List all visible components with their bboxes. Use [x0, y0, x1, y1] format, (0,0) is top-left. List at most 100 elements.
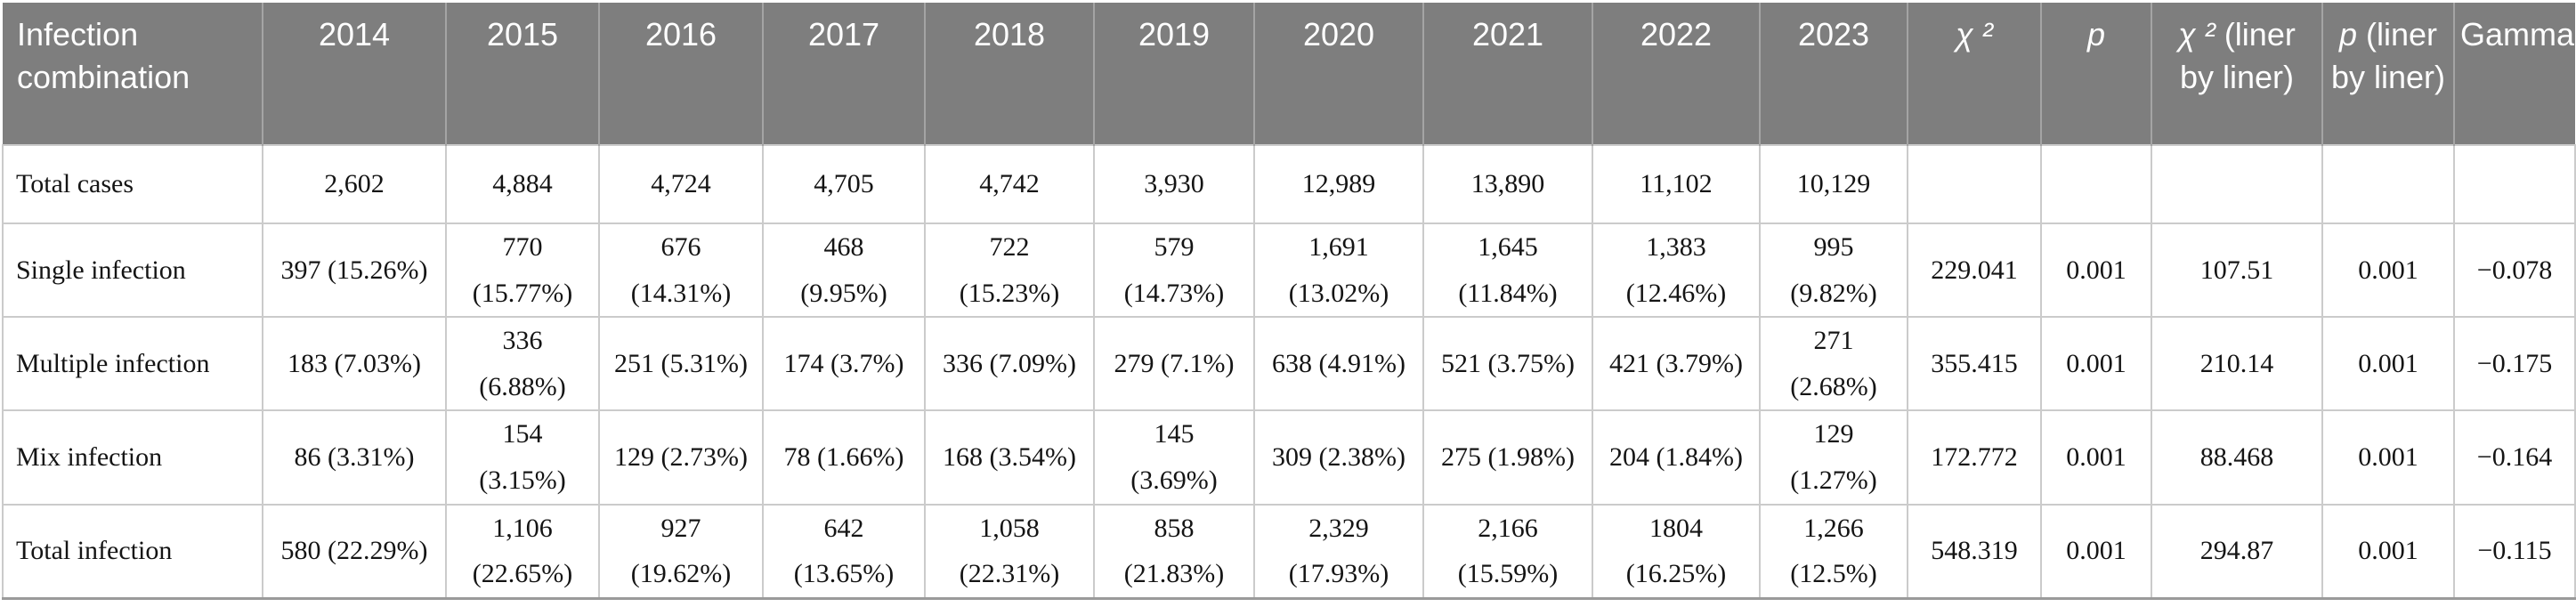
year-cell: 336 (6.88%): [445, 316, 600, 412]
year-cell: 397 (15.26%): [262, 222, 447, 319]
year-cell: 251 (5.31%): [598, 316, 764, 412]
chi-square-cell: [1907, 144, 2042, 224]
year-cell: 521 (3.75%): [1422, 316, 1593, 412]
chi-square-liner-cell: 294.87: [2151, 503, 2323, 600]
year-cell: 580 (22.29%): [262, 503, 447, 600]
year-cell: 12,989: [1253, 144, 1424, 224]
row-label: Total cases: [2, 144, 263, 224]
liner-by-liner-label: (liner by liner): [2330, 16, 2446, 95]
col-header-year: 2014: [262, 3, 446, 145]
p-liner-cell: 0.001: [2321, 222, 2455, 319]
chi-square-cell: 229.041: [1907, 222, 2042, 319]
year-cell: 1,383 (12.46%): [1592, 222, 1761, 319]
chi-square-liner-cell: [2151, 144, 2323, 224]
year-cell: 168 (3.54%): [924, 409, 1095, 506]
year-cell: 183 (7.03%): [262, 316, 447, 412]
year-cell: 154 (3.15%): [445, 409, 600, 506]
col-header-chi-square-liner: χ ² (liner by liner): [2151, 3, 2322, 145]
year-cell: 1,645 (11.84%): [1422, 222, 1593, 319]
chi-square-symbol: χ ²: [2178, 16, 2216, 53]
year-cell: 2,602: [262, 144, 447, 224]
year-cell: 1,691 (13.02%): [1253, 222, 1424, 319]
chi-square-liner-cell: 107.51: [2151, 222, 2323, 319]
chi-square-cell: 355.415: [1907, 316, 2042, 412]
year-cell: 2,166 (15.59%): [1422, 503, 1593, 600]
p-cell: 0.001: [2040, 409, 2152, 506]
table-row-multiple-infection: Multiple infection 183 (7.03%) 336 (6.88…: [2, 316, 2576, 412]
row-label: Multiple infection: [2, 316, 263, 412]
year-cell: 174 (3.7%): [762, 316, 926, 412]
year-cell: 2,329 (17.93%): [1253, 503, 1424, 600]
year-cell: 78 (1.66%): [762, 409, 926, 506]
chi-square-liner-cell: 210.14: [2151, 316, 2323, 412]
year-cell: 1804 (16.25%): [1592, 503, 1761, 600]
gamma-cell: −0.164: [2453, 409, 2576, 506]
year-cell: 10,129: [1759, 144, 1908, 224]
col-header-p-liner: p (liner by liner): [2321, 3, 2454, 145]
row-label: Mix infection: [2, 409, 263, 506]
col-header-year: 2023: [1759, 3, 1908, 145]
year-cell: 275 (1.98%): [1422, 409, 1593, 506]
year-cell: 579 (14.73%): [1093, 222, 1255, 319]
table-row-total-infection: Total infection 580 (22.29%) 1,106 (22.6…: [2, 503, 2576, 600]
infection-combination-table: Infection combination 2014 2015 2016 201…: [2, 3, 2576, 600]
table-body: Total cases 2,602 4,884 4,724 4,705 4,74…: [2, 144, 2576, 600]
gamma-cell: −0.078: [2453, 222, 2576, 319]
year-cell: 204 (1.84%): [1592, 409, 1761, 506]
year-cell: 1,058 (22.31%): [924, 503, 1095, 600]
year-cell: 3,930: [1093, 144, 1255, 224]
year-cell: 421 (3.79%): [1592, 316, 1761, 412]
table-header: Infection combination 2014 2015 2016 201…: [3, 3, 2575, 145]
year-cell: 13,890: [1422, 144, 1593, 224]
year-cell: 11,102: [1592, 144, 1761, 224]
year-cell: 4,742: [924, 144, 1095, 224]
p-symbol: p: [2086, 16, 2106, 53]
p-liner-cell: 0.001: [2321, 409, 2455, 506]
year-cell: 722 (15.23%): [924, 222, 1095, 319]
liner-by-liner-label: (liner by liner): [2179, 16, 2296, 95]
year-cell: 279 (7.1%): [1093, 316, 1255, 412]
year-cell: 995 (9.82%): [1759, 222, 1908, 319]
gamma-cell: −0.115: [2453, 503, 2576, 600]
p-symbol: p: [2338, 16, 2357, 53]
table-row-mix-infection: Mix infection 86 (3.31%) 154 (3.15%) 129…: [2, 409, 2576, 506]
col-header-gamma: Gamma: [2453, 3, 2575, 145]
col-header-year: 2017: [762, 3, 925, 145]
year-cell: 271 (2.68%): [1759, 316, 1908, 412]
year-cell: 4,705: [762, 144, 926, 224]
year-cell: 129 (1.27%): [1759, 409, 1908, 506]
year-cell: 927 (19.62%): [598, 503, 764, 600]
year-cell: 468 (9.95%): [762, 222, 926, 319]
table-row-single-infection: Single infection 397 (15.26%) 770 (15.77…: [2, 222, 2576, 319]
gamma-cell: [2453, 144, 2576, 224]
p-cell: 0.001: [2040, 222, 2152, 319]
row-label: Single infection: [2, 222, 263, 319]
col-header-year: 2018: [924, 3, 1094, 145]
p-liner-cell: [2321, 144, 2455, 224]
col-header-year: 2016: [598, 3, 763, 145]
year-cell: 86 (3.31%): [262, 409, 447, 506]
year-cell: 1,266 (12.5%): [1759, 503, 1908, 600]
p-cell: 0.001: [2040, 316, 2152, 412]
year-cell: 145 (3.69%): [1093, 409, 1255, 506]
chi-square-liner-cell: 88.468: [2151, 409, 2323, 506]
col-header-chi-square: χ ²: [1907, 3, 2041, 145]
col-header-year: 2022: [1592, 3, 1760, 145]
col-header-year: 2021: [1422, 3, 1592, 145]
year-cell: 309 (2.38%): [1253, 409, 1424, 506]
year-cell: 638 (4.91%): [1253, 316, 1424, 412]
col-header-year: 2015: [445, 3, 599, 145]
p-cell: 0.001: [2040, 503, 2152, 600]
row-label: Total infection: [2, 503, 263, 600]
year-cell: 129 (2.73%): [598, 409, 764, 506]
chi-square-cell: 172.772: [1907, 409, 2042, 506]
year-cell: 4,724: [598, 144, 764, 224]
year-cell: 642 (13.65%): [762, 503, 926, 600]
header-row: Infection combination 2014 2015 2016 201…: [3, 3, 2575, 145]
gamma-cell: −0.175: [2453, 316, 2576, 412]
year-cell: 676 (14.31%): [598, 222, 764, 319]
year-cell: 770 (15.77%): [445, 222, 600, 319]
year-cell: 1,106 (22.65%): [445, 503, 600, 600]
p-cell: [2040, 144, 2152, 224]
